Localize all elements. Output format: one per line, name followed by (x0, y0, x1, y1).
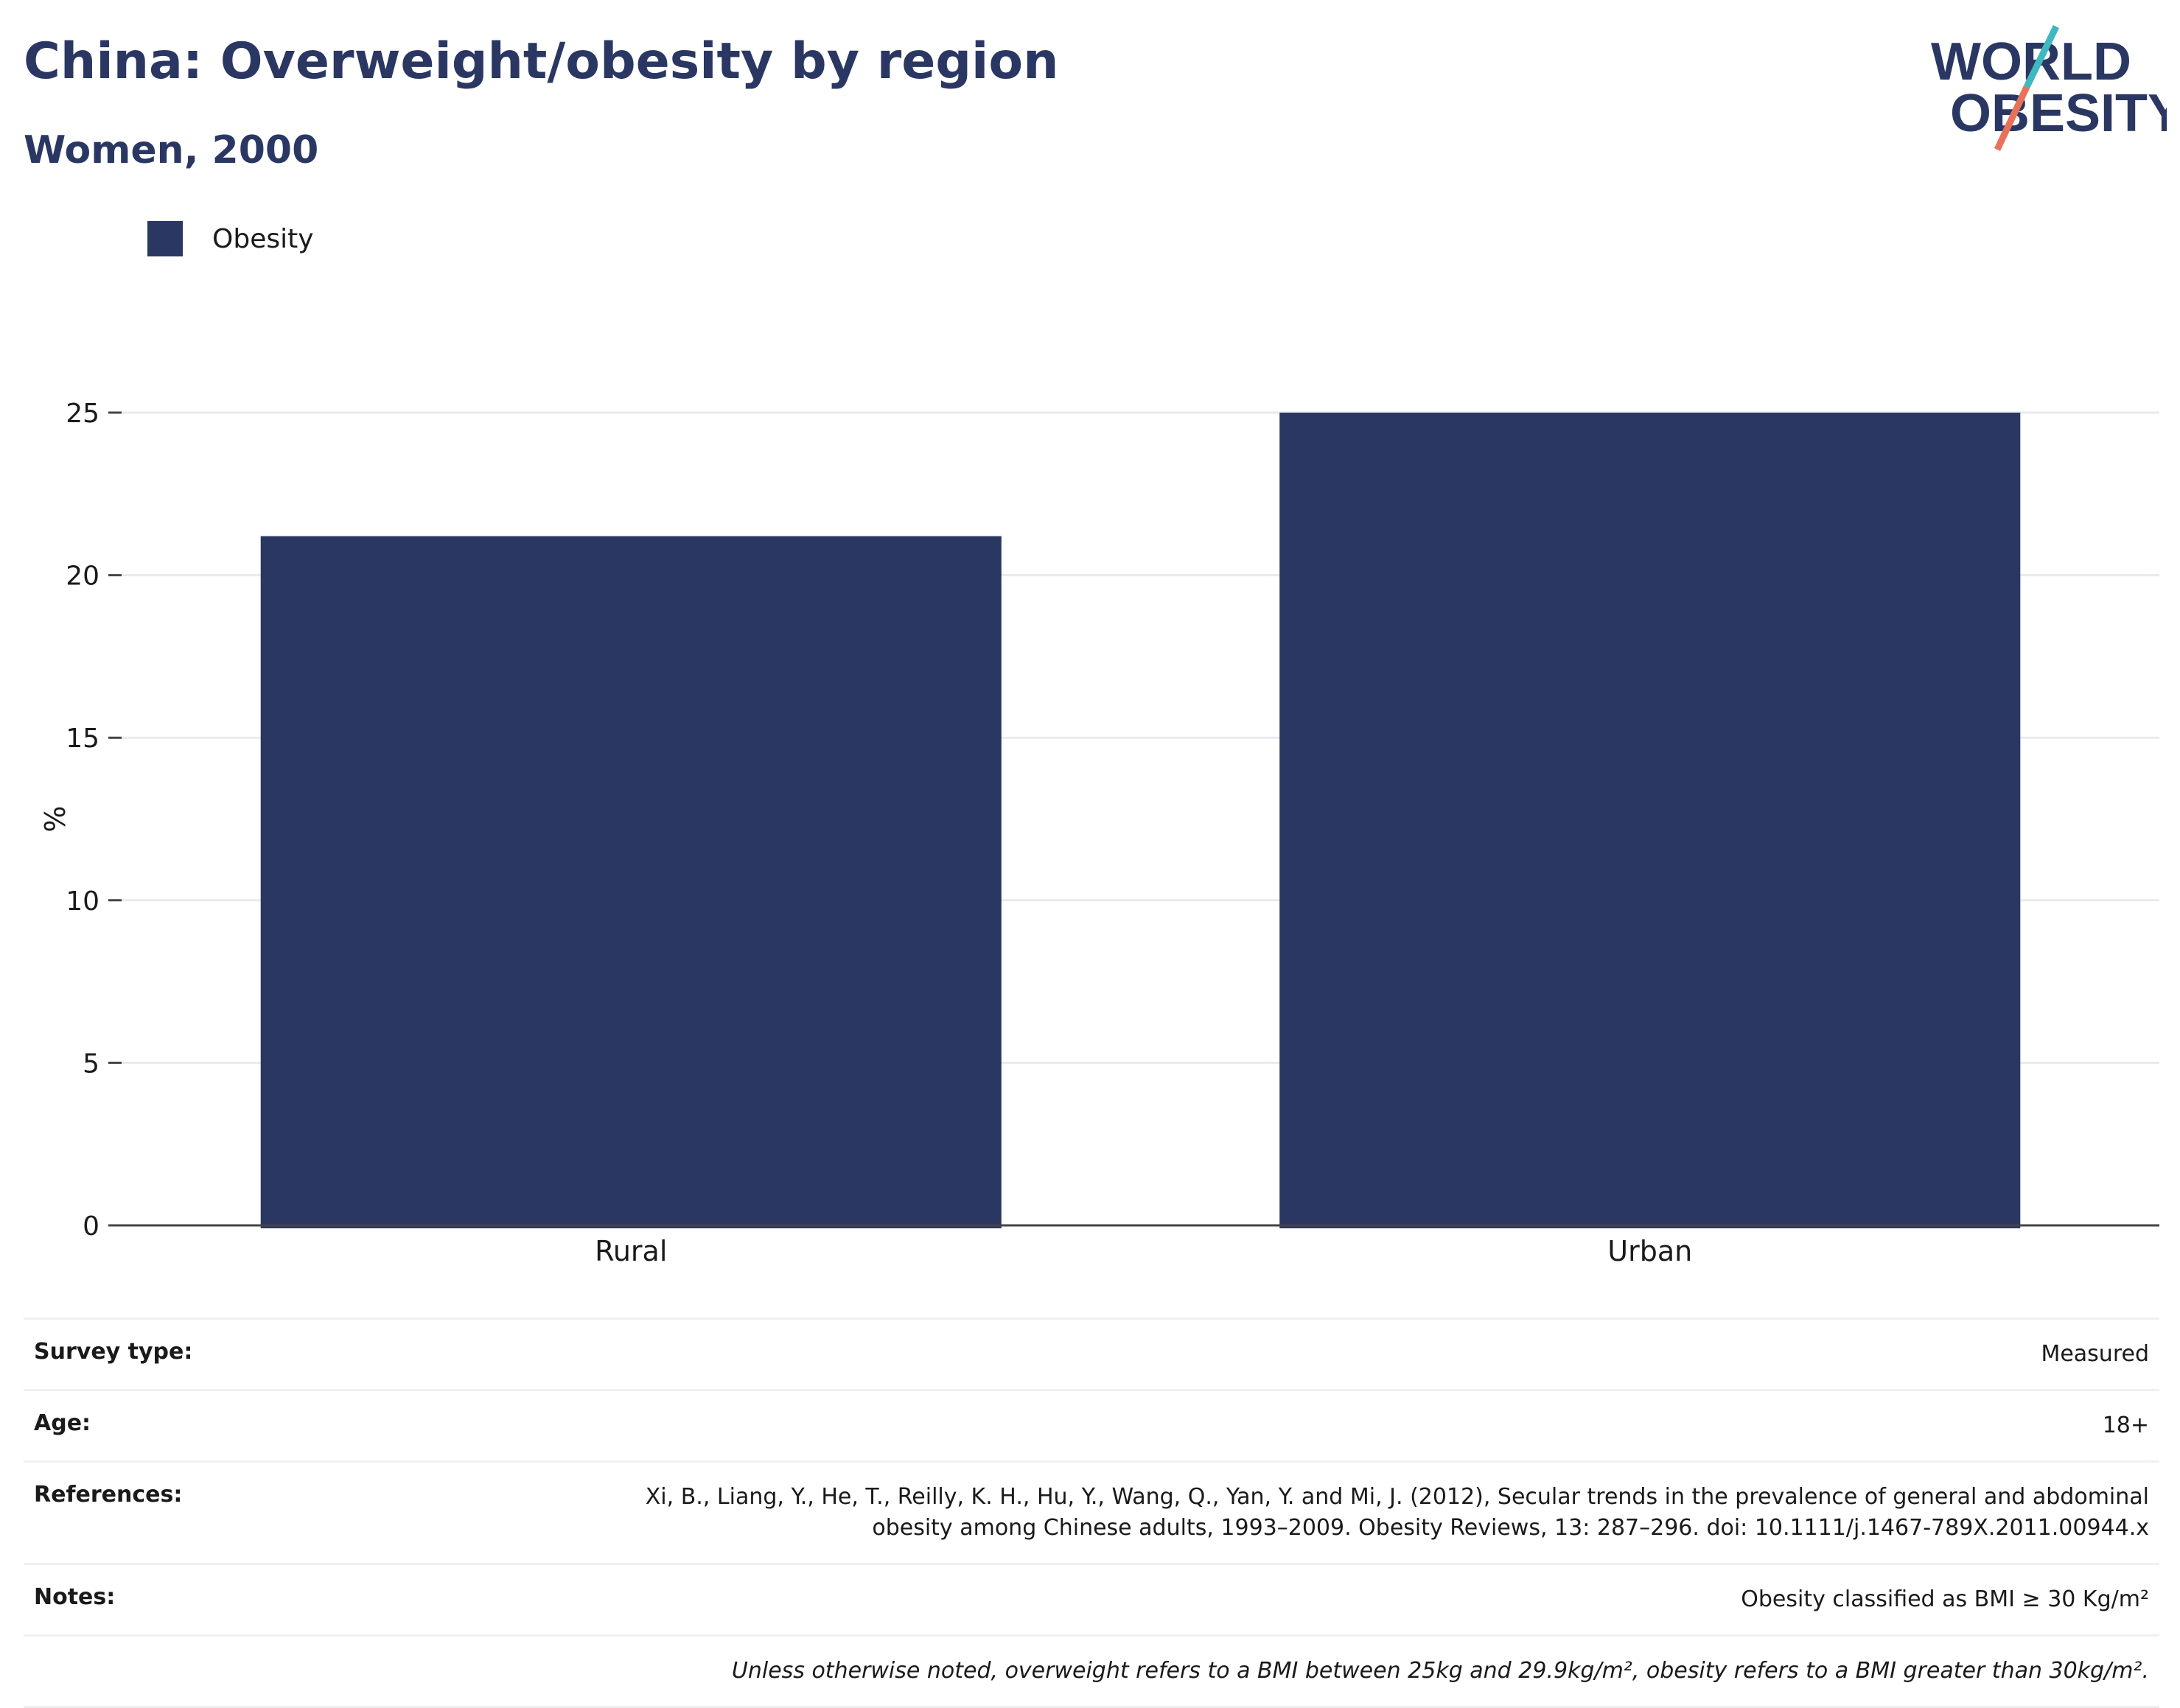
bar-rural (260, 536, 1002, 1228)
logo-slash-teal (2023, 25, 2060, 88)
legend-swatch-obesity (147, 221, 183, 256)
disclaimer-text: Unless otherwise noted, overweight refer… (731, 1658, 2149, 1684)
y-tick-label: 20 (66, 561, 99, 592)
age-label: Age: (34, 1410, 91, 1436)
world-obesity-logo: WORLD OBESITY (1931, 25, 2167, 151)
info-row-survey-type: Survey type: Measured (24, 1317, 2159, 1389)
references-line-1: Xi, B., Liang, Y., He, T., Reilly, K. H.… (645, 1484, 2149, 1510)
info-row-age: Age: 18+ (24, 1389, 2159, 1460)
chart-title: China: Overweight/obesity by region (24, 32, 1059, 91)
y-tick-label: 0 (83, 1211, 99, 1242)
chart-legend: Obesity (147, 221, 314, 256)
x-tick-label: Rural (595, 1235, 667, 1267)
age-value: 18+ (2102, 1413, 2149, 1438)
references-label: References: (34, 1482, 183, 1508)
bar-layer (260, 413, 2021, 1228)
references-line-2: obesity among Chinese adults, 1993–2009.… (872, 1515, 2149, 1541)
notes-label: Notes: (34, 1584, 116, 1610)
logo-slash-coral (1994, 85, 2030, 151)
info-row-references: References: Xi, B., Liang, Y., He, T., R… (24, 1460, 2159, 1563)
chart-subtitle: Women, 2000 (24, 128, 319, 172)
x-tick-label: Urban (1607, 1235, 1692, 1267)
survey-type-label: Survey type: (34, 1339, 193, 1365)
info-row-notes: Notes: Obesity classified as BMI ≥ 30 Kg… (24, 1563, 2159, 1634)
y-tick-label: 10 (66, 886, 99, 917)
survey-type-value: Measured (2041, 1341, 2149, 1367)
bar-chart: 0 5 10 15 20 25 Rural Urban % (38, 399, 2159, 1267)
references-value: Xi, B., Liang, Y., He, T., Reilly, K. H.… (646, 1482, 2149, 1544)
notes-value: Obesity classified as BMI ≥ 30 Kg/m² (1741, 1586, 2149, 1612)
bar-urban (1279, 413, 2021, 1228)
y-axis-label: % (38, 805, 70, 832)
legend-label-obesity: Obesity (212, 223, 314, 254)
y-tick-label: 15 (66, 724, 99, 754)
logo-word-obesity: OBESITY (1950, 84, 2167, 143)
info-table: Survey type: Measured Age: 18+ Reference… (24, 1317, 2159, 1708)
axis-layer: 0 5 10 15 20 25 Rural Urban (66, 399, 2159, 1267)
y-tick-label: 5 (83, 1049, 99, 1079)
y-tick-label: 25 (66, 399, 99, 429)
info-row-disclaimer: Unless otherwise noted, overweight refer… (24, 1634, 2159, 1708)
